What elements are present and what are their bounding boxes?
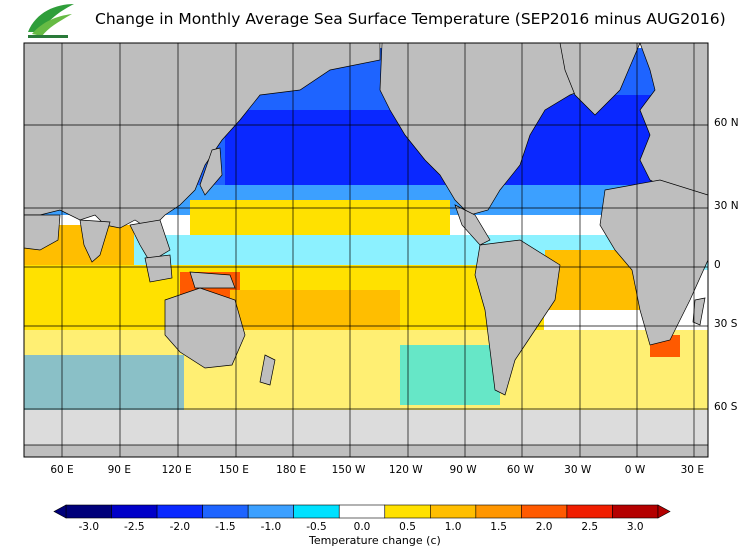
longitude-label: 30 W — [564, 464, 592, 476]
ocean-anomaly-subtropical-warm — [190, 200, 450, 235]
colorbar-tick-label: 0.0 — [353, 521, 371, 533]
colorbar-swatch — [338, 504, 386, 519]
colorbar-swatch — [247, 504, 294, 519]
landmass-south-america — [474, 239, 561, 396]
latitude-label: 0 — [714, 259, 721, 271]
colorbar-tick-label: 2.5 — [581, 521, 599, 533]
landmass-new-zealand — [259, 354, 276, 386]
longitude-label: 120 E — [161, 464, 192, 476]
longitude-label: 30 E — [680, 464, 704, 476]
colorbar-swatch — [65, 504, 112, 519]
colorbar-swatch — [202, 504, 249, 519]
longitude-label: 60 E — [50, 464, 74, 476]
colorbar-tick-label: -2.5 — [124, 521, 145, 533]
colorbar-swatch — [475, 504, 522, 519]
colorbar-tick-label: -1.5 — [215, 521, 236, 533]
longitude-label: 120 W — [388, 464, 423, 476]
map-frame — [23, 42, 709, 458]
landmass-europe — [639, 43, 708, 201]
colorbar-swatch — [612, 504, 659, 519]
colorbar-title: Temperature change (c) — [309, 534, 441, 547]
colorbar — [53, 504, 671, 519]
ocean-anomaly-southern-cool — [24, 355, 184, 410]
landmass-arabia — [24, 214, 61, 251]
landmass-borneo — [144, 254, 173, 283]
colorbar-swatch — [156, 504, 203, 519]
ocean-anomaly-south-pacific-warm — [230, 290, 400, 330]
longitude-label: 90 W — [449, 464, 477, 476]
colorbar-swatch — [111, 504, 158, 519]
colorbar-tick-label: 1.0 — [444, 521, 462, 533]
latitude-label: 30 S — [714, 318, 738, 330]
colorbar-tick-label: -2.0 — [169, 521, 191, 533]
longitude-label: 0 W — [624, 464, 646, 476]
longitude-label: 150 W — [331, 464, 366, 476]
landmass-antarctica — [24, 444, 708, 457]
longitude-label: 60 W — [506, 464, 534, 476]
latitude-label: 60 N — [714, 117, 739, 129]
longitude-label: 150 E — [218, 464, 249, 476]
colorbar-swatch — [430, 504, 477, 519]
landmass-india — [79, 219, 111, 263]
ocean-anomaly-southern-cool-2 — [400, 345, 500, 405]
colorbar-tick-label: -3.0 — [78, 521, 100, 533]
colorbar-tick-label: 0.5 — [399, 521, 416, 533]
agency-logo-icon — [28, 4, 74, 38]
landmass-central-america — [454, 204, 491, 246]
colorbar-max-arrow — [657, 504, 671, 519]
colorbar-tick-label: 1.5 — [490, 521, 507, 533]
colorbar-min-arrow — [53, 504, 67, 519]
colorbar-tick-label: 3.0 — [626, 521, 644, 533]
colorbar-tick-label: 2.0 — [535, 521, 553, 533]
colorbar-swatch — [384, 504, 431, 519]
longitude-label: 90 E — [107, 464, 131, 476]
colorbar-swatch — [566, 504, 613, 519]
landmass-australia — [164, 287, 246, 369]
latitude-label: 30 N — [714, 200, 739, 212]
colorbar-swatch — [293, 504, 340, 519]
map-title: Change in Monthly Average Sea Surface Te… — [95, 10, 726, 28]
landmass-africa — [599, 179, 708, 346]
landmass-new-guinea — [189, 271, 236, 289]
sst-map — [24, 43, 708, 457]
colorbar-swatch — [521, 504, 568, 519]
latitude-label: 60 S — [714, 401, 738, 413]
colorbar-tick-label: -0.5 — [306, 521, 327, 533]
landmass-japan — [199, 147, 223, 196]
longitude-label: 180 E — [276, 464, 307, 476]
landmass-eurasia — [24, 43, 381, 231]
colorbar-tick-label: -1.0 — [260, 521, 282, 533]
